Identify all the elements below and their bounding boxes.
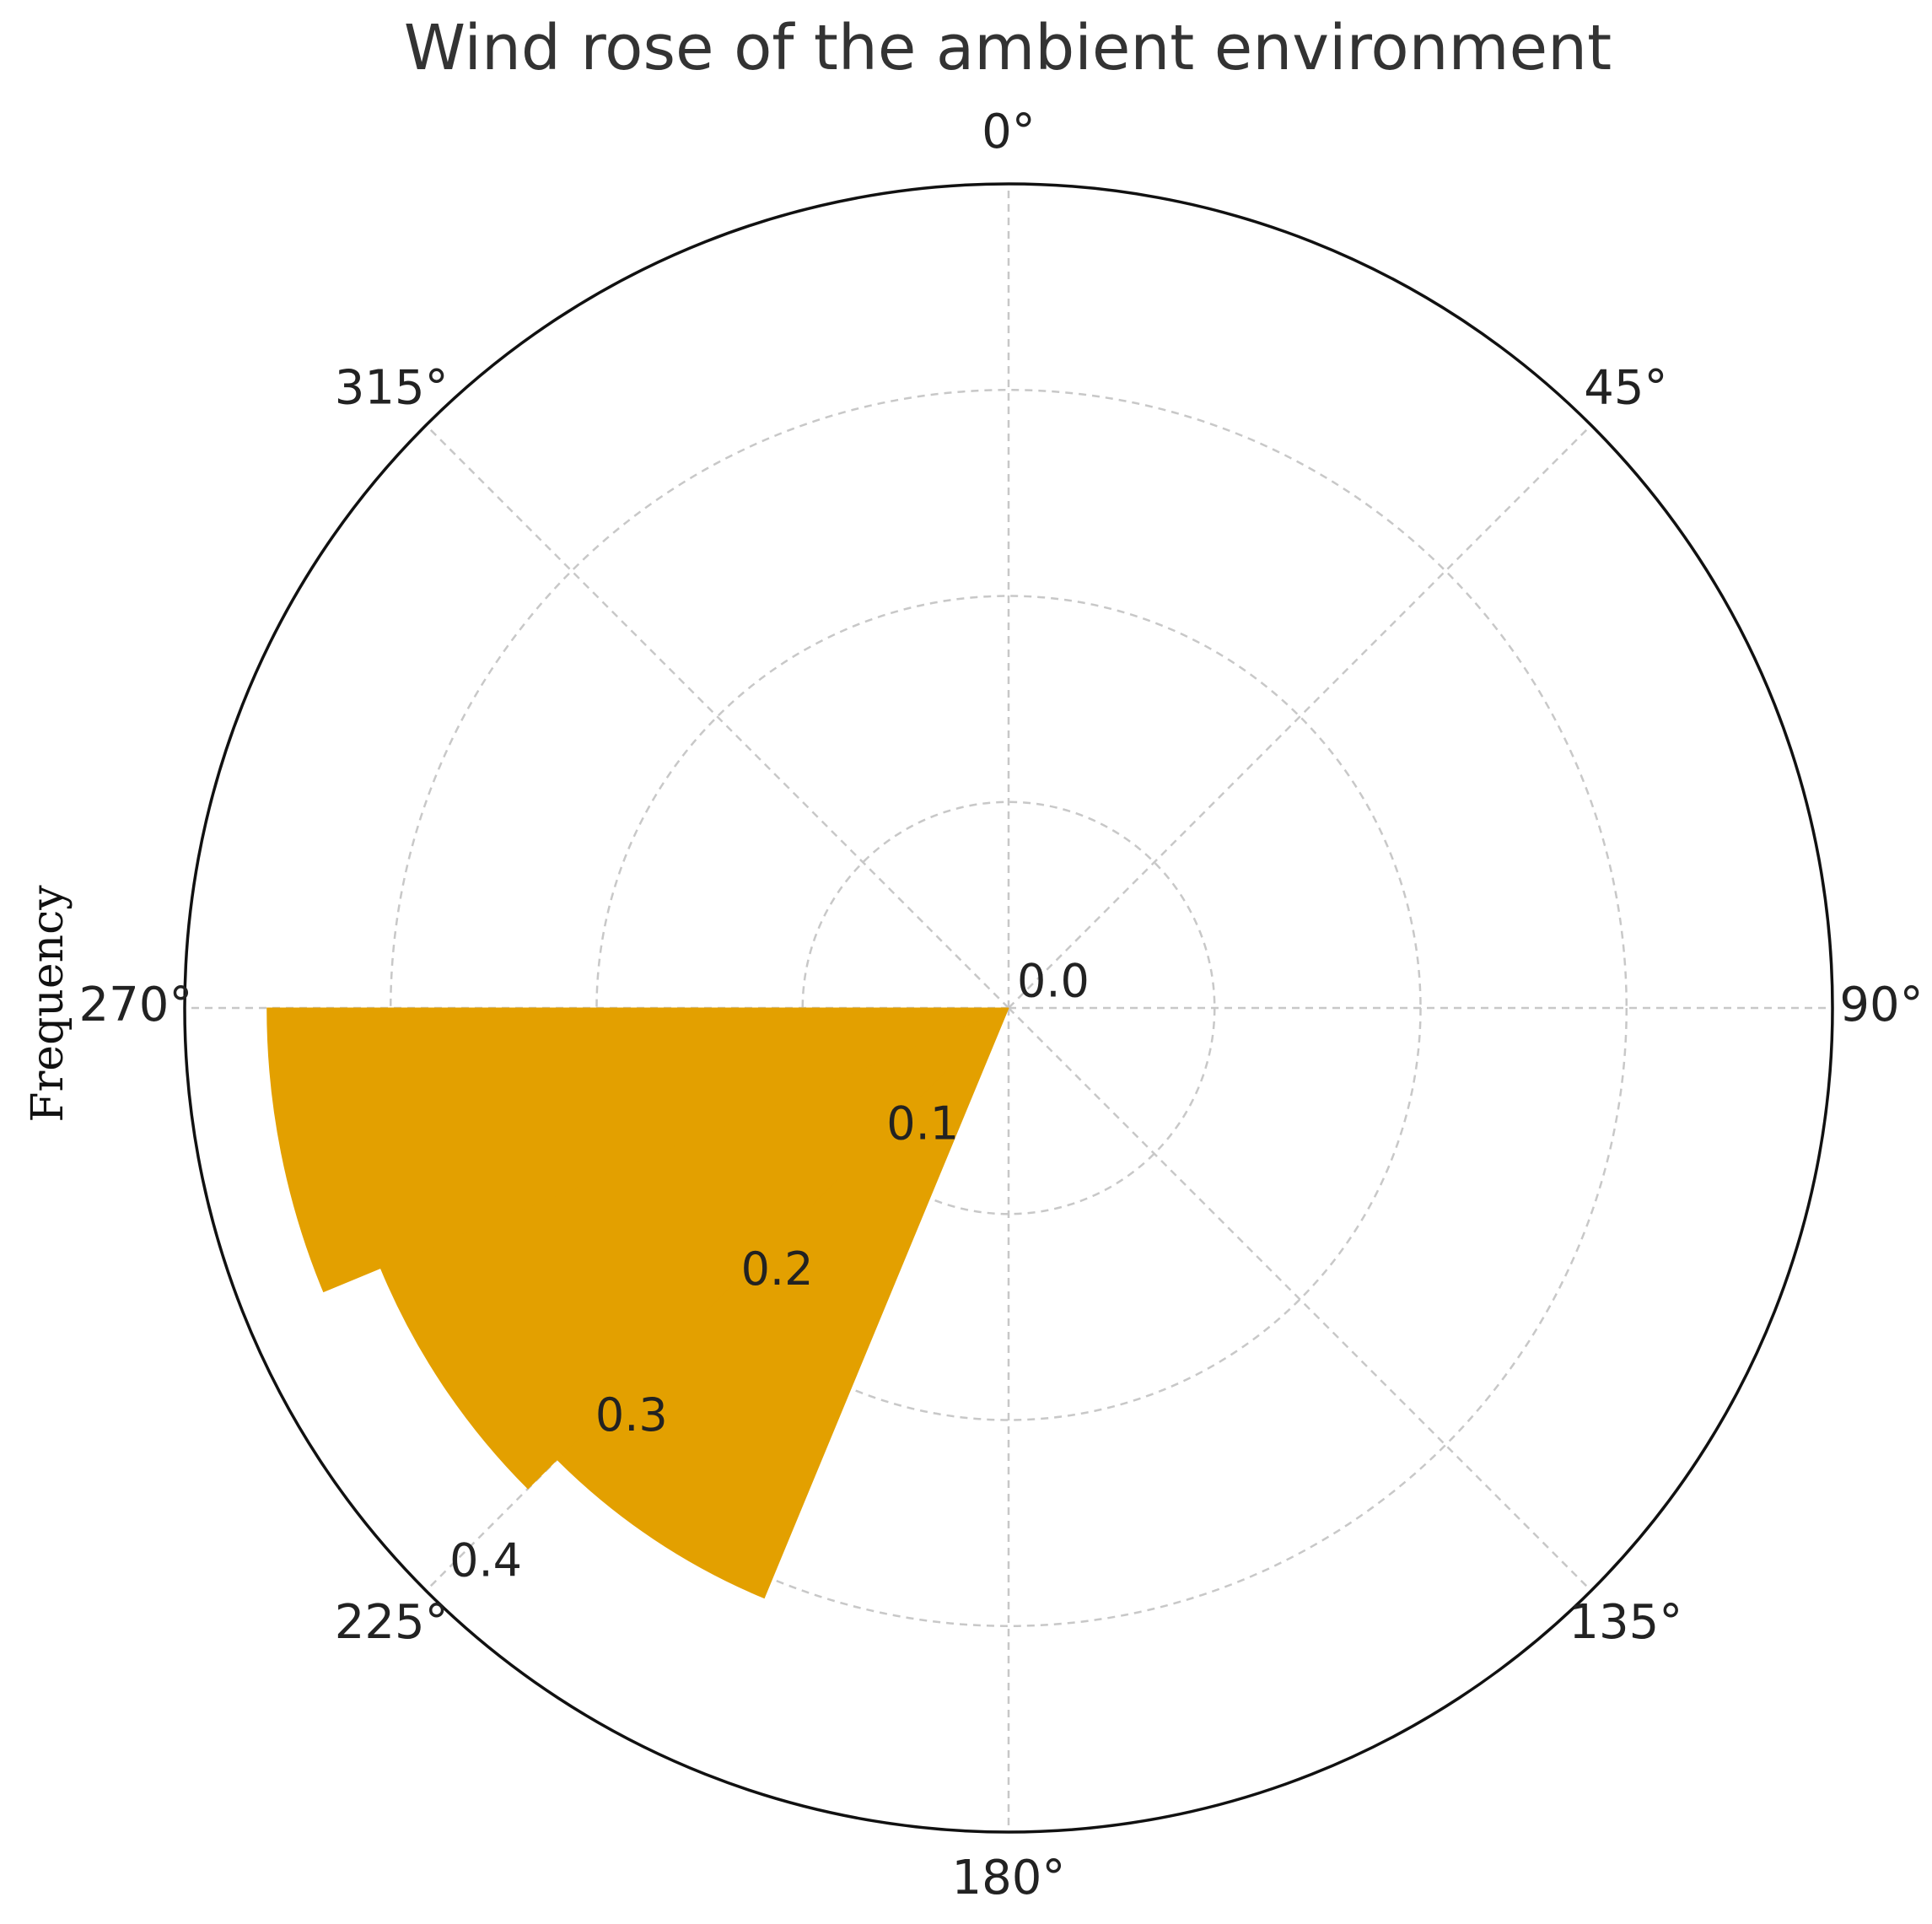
- r-tick-1: 0.1: [886, 1097, 959, 1150]
- theta-tick-2: 90°: [1839, 978, 1923, 1032]
- r-tick-4: 0.4: [449, 1533, 522, 1587]
- theta-tick-6: 270°: [79, 978, 193, 1032]
- theta-tick-4: 180°: [952, 1851, 1066, 1905]
- theta-tick-0: 0°: [982, 105, 1036, 159]
- wind-bar-0: [556, 1007, 1009, 1599]
- theta-tick-5: 225°: [335, 1595, 449, 1650]
- bars-layer: [266, 1007, 1009, 1599]
- grid-spoke-7: [425, 424, 1009, 1009]
- wind-bar-2: [266, 1007, 1009, 1293]
- theta-tick-1: 45°: [1584, 360, 1667, 415]
- radial-tick-labels: 0.0 0.1 0.2 0.3 0.4: [449, 955, 1090, 1587]
- theta-tick-labels: 0° 45° 90° 135° 180° 225° 270° 315°: [79, 105, 1924, 1905]
- chart-title: Wind rose of the ambient environment: [404, 12, 1612, 84]
- theta-tick-3: 135°: [1569, 1595, 1682, 1650]
- theta-tick-7: 315°: [335, 360, 449, 415]
- r-tick-0: 0.0: [1017, 955, 1090, 1008]
- r-tick-2: 0.2: [741, 1242, 814, 1296]
- polar-frame: [183, 182, 1834, 1834]
- wind-bar-1: [379, 1007, 1009, 1490]
- y-axis-label: Frequency: [23, 885, 73, 1123]
- r-tick-3: 0.3: [595, 1388, 668, 1442]
- grid-spoke-1: [1008, 424, 1592, 1009]
- grid-spoke-3: [1008, 1007, 1592, 1592]
- grid-circle-3: [390, 389, 1628, 1627]
